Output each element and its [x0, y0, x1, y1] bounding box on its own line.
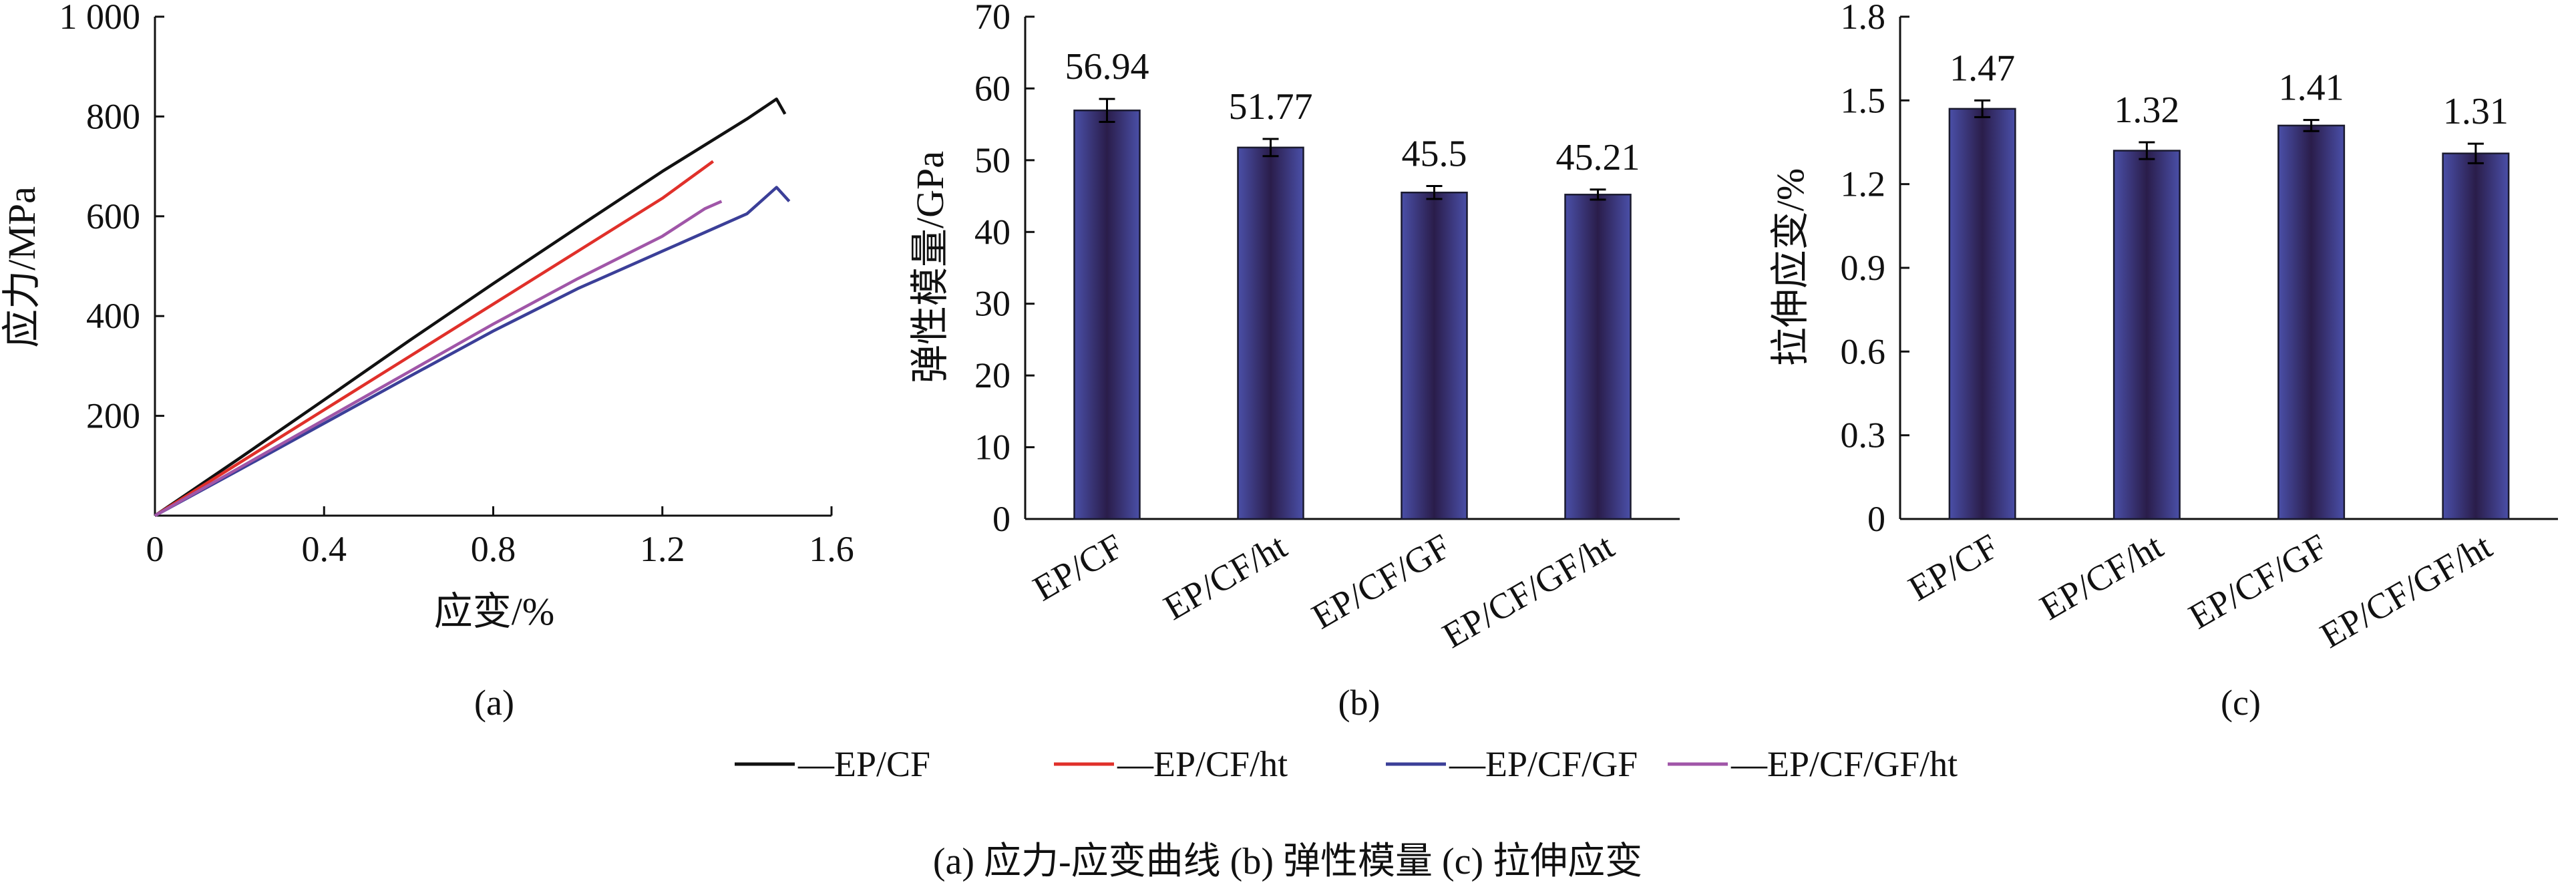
x-axis-title: 应变/%: [434, 590, 554, 633]
y-tick-label: 600: [86, 196, 140, 236]
y-tick-label: 40: [974, 212, 1010, 252]
data-label: 45.21: [1556, 137, 1640, 178]
data-label: 56.94: [1065, 46, 1149, 87]
series-line: [154, 200, 723, 517]
x-tick-label: EP/CF: [1027, 526, 1130, 608]
bar: [2112, 150, 2181, 520]
tensile-strain-chart: 0 0.3 0.6 0.9 1.2 1.5 1.8 1.47 EP/CF 1.32 EP/CF/ht…: [1769, 0, 2558, 723]
data-label: 1.32: [2114, 90, 2179, 131]
data-label: 1.31: [2443, 91, 2509, 132]
legend-label: —EP/CF: [797, 744, 930, 784]
y-tick-label: 1.8: [1841, 0, 1886, 37]
data-label: 45.5: [1402, 134, 1467, 175]
bar: [1237, 146, 1304, 520]
series-line: [154, 160, 715, 517]
y-tick-label: 400: [86, 296, 140, 336]
y-tick-label: 10: [974, 427, 1010, 468]
y-axis-title: 弹性模量/GPa: [908, 151, 952, 383]
bar: [2442, 152, 2510, 520]
y-tick-label: 800: [86, 96, 140, 136]
legend-label: —EP/CF/GF/ht: [1730, 744, 1958, 784]
legend: —EP/CF —EP/CF/ht —EP/CF/GF —EP/CF/GF/ht: [735, 744, 1958, 784]
x-tick-label: EP/CF/GF: [1305, 526, 1457, 637]
y-tick-label: 1.5: [1841, 80, 1886, 120]
elastic-modulus-chart: 0 10 20 30 40 50 60 70 56.94 EP/CF 51.77 EP/CF/ht 45…: [908, 0, 1680, 723]
x-tick-label: EP/CF/GF/ht: [2314, 526, 2499, 656]
data-label: 1.41: [2279, 67, 2344, 109]
panel-label: (b): [1338, 683, 1381, 723]
figure-caption: (a) 应力-应变曲线 (b) 弹性模量 (c) 拉伸应变: [933, 841, 1642, 882]
x-tick-label: 0: [146, 529, 164, 569]
series-line: [154, 186, 791, 517]
x-tick-label: 0.8: [471, 529, 516, 569]
x-tick-label: 1.2: [640, 529, 685, 569]
y-tick-label: 0: [1867, 499, 1885, 539]
bar: [2277, 124, 2346, 520]
x-tick-label: 0.4: [302, 529, 347, 569]
y-tick-label: 60: [974, 68, 1010, 108]
y-tick-label: 0.9: [1841, 248, 1886, 288]
y-tick-label: 0: [992, 499, 1010, 539]
panel-label: (a): [474, 683, 514, 723]
panel-label: (c): [2221, 683, 2261, 723]
y-tick-label: 1.2: [1841, 164, 1886, 204]
bar: [1073, 110, 1141, 520]
y-tick-label: 50: [974, 140, 1010, 180]
x-tick-label: 1.6: [809, 529, 854, 569]
y-tick-label: 0.6: [1841, 331, 1886, 371]
data-label: 51.77: [1229, 86, 1313, 128]
y-tick-label: 30: [974, 284, 1010, 324]
legend-label: —EP/CF/GF: [1449, 744, 1638, 784]
y-axis-title: 拉伸应变/%: [1769, 168, 1812, 366]
bar: [1564, 194, 1632, 520]
y-axis-title: 应力/MPa: [0, 186, 43, 348]
legend-label: —EP/CF/ht: [1117, 744, 1288, 784]
x-tick-label: EP/CF/ht: [2033, 526, 2169, 628]
series-line: [154, 98, 787, 517]
x-tick-label: EP/CF: [1901, 526, 2005, 608]
x-tick-label: EP/CF/ht: [1157, 526, 1293, 628]
bar: [1401, 191, 1468, 520]
y-tick-label: 1 000: [59, 0, 141, 37]
y-tick-label: 200: [86, 396, 140, 436]
y-tick-label: 70: [974, 0, 1010, 37]
y-tick-label: 0.3: [1841, 415, 1886, 456]
x-tick-label: EP/CF/GF: [2182, 526, 2334, 637]
x-tick-label: EP/CF/GF/ht: [1436, 526, 1621, 656]
stress-strain-chart: 200 400 600 800 1 000 0 0.4 0.8 1.2 1.6 应变/% 应力/MPa…: [0, 0, 854, 723]
bar: [1948, 108, 2016, 520]
y-tick-label: 20: [974, 355, 1010, 395]
data-label: 1.47: [1950, 47, 2015, 89]
